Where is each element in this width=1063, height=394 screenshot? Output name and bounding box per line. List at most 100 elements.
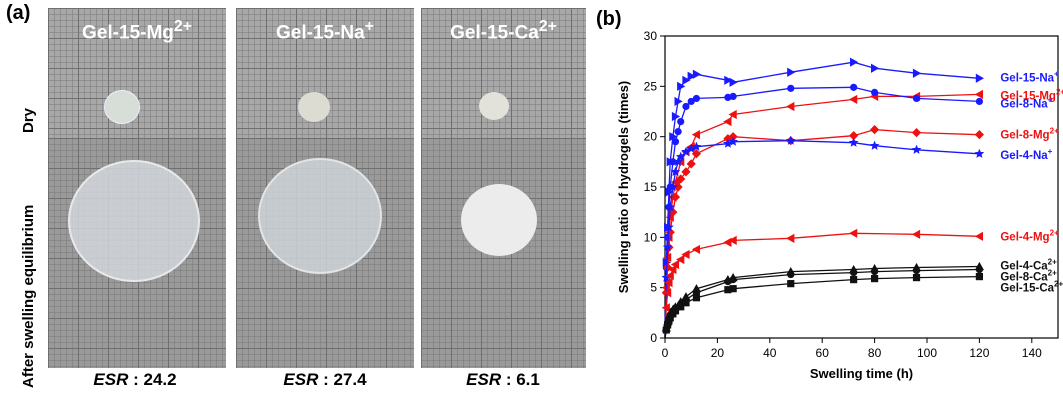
y-tick-label: 10 bbox=[644, 230, 658, 244]
legend-label: Gel-4-Na+ bbox=[1000, 147, 1052, 162]
photo-title-mg: Gel-15-Mg2+ bbox=[82, 18, 192, 44]
data-point bbox=[724, 286, 732, 294]
data-point bbox=[691, 149, 702, 159]
data-point bbox=[729, 276, 737, 284]
row-label-swollen: After swelling equilibrium bbox=[20, 204, 37, 388]
dry-gel-na bbox=[298, 92, 330, 122]
data-point bbox=[664, 222, 674, 232]
swollen-gel-na bbox=[258, 158, 382, 274]
x-tick-label: 0 bbox=[662, 346, 669, 360]
photo-swollen-na bbox=[236, 138, 414, 368]
data-point bbox=[728, 235, 737, 245]
legend-label: Gel-8-Ca2+ bbox=[1000, 269, 1057, 284]
data-point bbox=[912, 94, 921, 103]
x-tick-label: 20 bbox=[711, 346, 725, 360]
data-point bbox=[849, 94, 858, 105]
data-point bbox=[869, 140, 880, 150]
series-line bbox=[664, 268, 980, 339]
data-point bbox=[675, 151, 686, 161]
data-point bbox=[850, 83, 858, 91]
data-point bbox=[974, 231, 983, 241]
series-line bbox=[664, 93, 980, 339]
panel-b-label: (b) bbox=[596, 8, 622, 30]
data-point bbox=[850, 57, 859, 67]
data-point bbox=[871, 267, 879, 276]
data-point bbox=[664, 321, 672, 329]
data-point bbox=[662, 326, 670, 334]
photo-title-ca: Gel-15-Ca2+ bbox=[450, 18, 557, 44]
data-point bbox=[674, 96, 683, 107]
data-point bbox=[677, 117, 685, 126]
data-point bbox=[723, 237, 732, 247]
y-tick-label: 20 bbox=[644, 130, 658, 144]
data-point bbox=[729, 92, 737, 100]
data-point bbox=[665, 270, 674, 281]
legend-label: Gel-15-Ca2+ bbox=[1000, 280, 1063, 295]
data-point bbox=[787, 280, 795, 288]
data-point bbox=[682, 299, 690, 307]
dry-gel-ca bbox=[479, 92, 509, 120]
legend-label: Gel-4-Mg2+ bbox=[1000, 228, 1059, 243]
series-line bbox=[664, 275, 980, 339]
y-tick-label: 25 bbox=[644, 79, 658, 93]
legend-label: Gel-15-Mg2+ bbox=[1000, 87, 1063, 102]
data-point bbox=[676, 254, 685, 265]
data-point bbox=[871, 63, 880, 73]
y-tick-label: 30 bbox=[644, 29, 658, 43]
data-point bbox=[785, 135, 796, 145]
data-point bbox=[912, 274, 921, 282]
x-axis-label: Swelling time (h) bbox=[810, 366, 913, 381]
plot-frame bbox=[664, 35, 1059, 339]
data-point bbox=[975, 265, 983, 274]
series-line bbox=[664, 86, 980, 339]
legend-label: Gel-4-Ca2+ bbox=[1000, 258, 1057, 273]
data-point bbox=[677, 81, 686, 91]
swelling-chart: 0 20 40 60 80 100 120 140 0 5 10 15 20 25 30 Swelling t… bbox=[616, 29, 1063, 381]
data-point bbox=[871, 275, 879, 283]
data-point bbox=[848, 137, 859, 147]
data-point bbox=[665, 202, 676, 212]
data-point bbox=[674, 128, 682, 136]
data-point bbox=[671, 307, 680, 315]
data-point bbox=[786, 101, 795, 112]
data-point bbox=[975, 272, 983, 281]
legend-label: Gel-8-Na+ bbox=[1000, 95, 1052, 110]
y-tick-label: 15 bbox=[644, 180, 658, 194]
data-point bbox=[662, 242, 673, 252]
y-axis-label: Swelling ratio of hydrogels (times) bbox=[616, 81, 631, 293]
data-point bbox=[677, 303, 685, 311]
data-point bbox=[975, 73, 984, 83]
photo-dry-mg: Gel-15-Mg2+ bbox=[48, 8, 226, 262]
data-point bbox=[681, 167, 691, 177]
data-point bbox=[692, 94, 701, 103]
data-point bbox=[787, 84, 795, 92]
swollen-gel-mg bbox=[68, 160, 200, 282]
esr-na: ESR : 27.4 bbox=[283, 370, 367, 389]
data-point bbox=[871, 88, 879, 96]
legend-label: Gel-8-Mg2+ bbox=[1000, 127, 1059, 142]
photo-swollen-mg bbox=[48, 138, 226, 368]
photo-swollen-ca bbox=[421, 138, 586, 368]
esr-mg: ESR : 24.2 bbox=[93, 370, 177, 389]
data-point bbox=[687, 97, 695, 106]
data-point bbox=[673, 156, 683, 166]
data-point bbox=[661, 303, 670, 313]
data-point bbox=[850, 268, 858, 277]
photo-title-na: Gel-15-Na+ bbox=[276, 18, 374, 44]
data-point bbox=[723, 116, 732, 127]
data-point bbox=[670, 166, 681, 176]
x-tick-label: 140 bbox=[1022, 346, 1042, 360]
data-point bbox=[724, 75, 733, 85]
data-point bbox=[912, 68, 922, 78]
esr-ca: ESR : 6.1 bbox=[466, 370, 540, 389]
series-line bbox=[664, 128, 980, 339]
data-point bbox=[691, 244, 701, 255]
data-point bbox=[692, 69, 702, 79]
data-point bbox=[911, 144, 922, 154]
data-point bbox=[691, 130, 701, 140]
data-point bbox=[870, 125, 880, 135]
x-tick-label: 40 bbox=[763, 346, 777, 360]
data-point bbox=[911, 128, 922, 138]
x-tick-label: 100 bbox=[917, 346, 937, 360]
data-point bbox=[729, 77, 738, 87]
